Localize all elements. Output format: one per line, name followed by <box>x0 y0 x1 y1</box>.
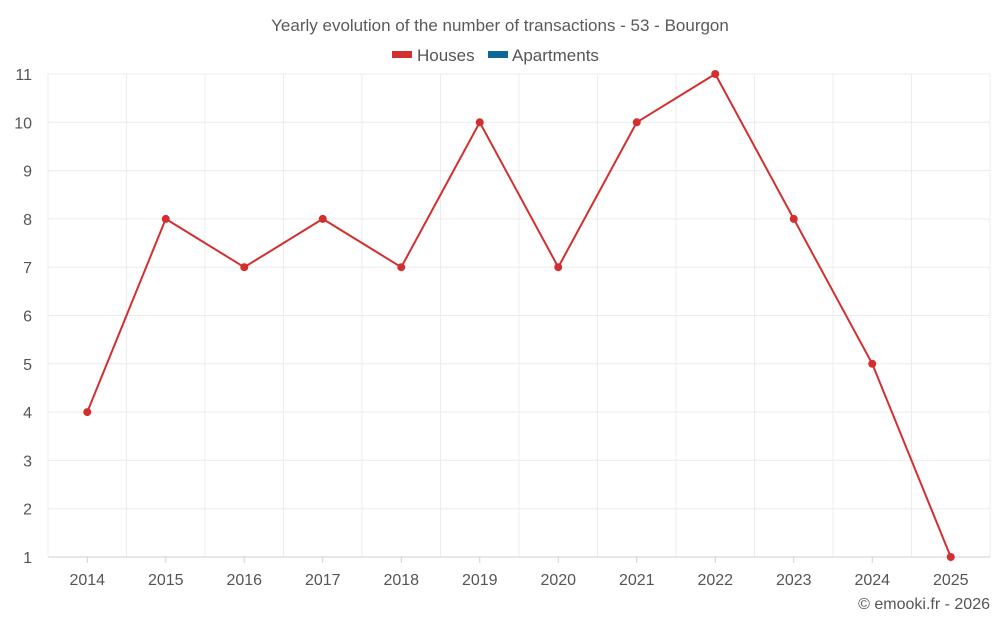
y-tick-label: 6 <box>23 309 32 326</box>
x-tick-label: 2014 <box>69 572 105 589</box>
x-tick-label: 2016 <box>226 572 262 589</box>
x-tick-label: 2018 <box>383 572 419 589</box>
data-point-houses[interactable] <box>397 263 406 272</box>
y-tick-label: 7 <box>23 260 32 277</box>
y-tick-label: 4 <box>23 405 32 422</box>
y-tick-label: 8 <box>23 212 32 229</box>
y-tick-label: 9 <box>23 164 32 181</box>
x-tick-label: 2017 <box>305 572 341 589</box>
y-tick-label: 5 <box>23 357 32 374</box>
y-tick-label: 11 <box>15 67 32 84</box>
data-point-houses[interactable] <box>83 408 92 417</box>
legend-item-apartments[interactable]: Apartments <box>488 46 599 65</box>
legend-swatch-houses <box>392 51 412 58</box>
y-tick-label: 1 <box>23 550 32 567</box>
legend: Houses Apartments <box>392 46 599 65</box>
x-tick-label: 2023 <box>776 572 812 589</box>
data-point-houses[interactable] <box>789 214 798 223</box>
series-line-houses <box>86 73 952 558</box>
data-point-houses[interactable] <box>318 214 327 223</box>
legend-item-houses[interactable]: Houses <box>392 46 475 65</box>
y-tick-label: 3 <box>23 453 32 470</box>
grid <box>47 73 991 557</box>
data-point-houses[interactable] <box>475 118 484 127</box>
axes: 1 2 3 4 5 6 7 8 9 10 11 2014 2015 2016 2017 2018 2019 202… <box>14 67 990 589</box>
y-tick-label: 2 <box>23 502 32 519</box>
data-point-houses[interactable] <box>240 263 249 272</box>
data-point-houses[interactable] <box>554 263 563 272</box>
data-point-houses[interactable] <box>946 553 955 561</box>
x-tick-label: 2015 <box>148 572 184 589</box>
series-houses <box>83 70 955 561</box>
legend-swatch-apartments <box>488 51 508 58</box>
x-tick-label: 2024 <box>854 572 890 589</box>
data-point-houses[interactable] <box>868 359 877 368</box>
data-point-houses[interactable] <box>711 70 720 78</box>
chart-title: Yearly evolution of the number of transa… <box>271 16 729 35</box>
credit-text: © emooki.fr - 2026 <box>858 596 990 613</box>
x-tick-label: 2025 <box>933 572 969 589</box>
data-point-houses[interactable] <box>632 118 641 127</box>
data-point-houses[interactable] <box>161 214 170 223</box>
x-tick-label: 2021 <box>619 572 655 589</box>
legend-label-apartments: Apartments <box>512 46 599 65</box>
x-tick-label: 2019 <box>462 572 498 589</box>
y-tick-label: 10 <box>14 115 32 132</box>
x-tick-label: 2022 <box>697 572 733 589</box>
legend-label-houses: Houses <box>417 46 475 65</box>
x-tick-label: 2020 <box>540 572 576 589</box>
